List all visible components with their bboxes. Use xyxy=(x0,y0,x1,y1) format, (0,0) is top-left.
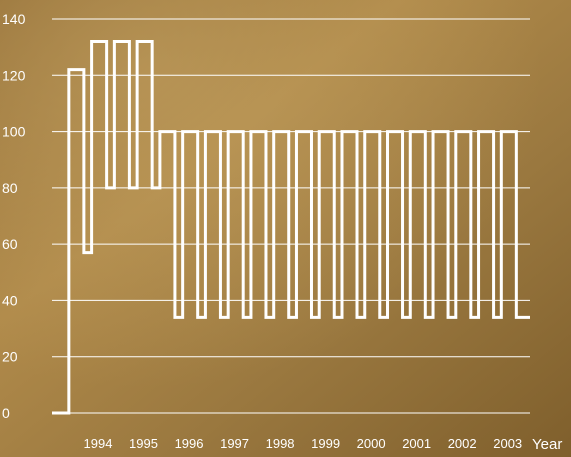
x-tick-label: 1997 xyxy=(220,436,249,451)
y-tick-label: 120 xyxy=(2,67,26,83)
x-tick-label: 2000 xyxy=(357,436,386,451)
x-axis-title: Year xyxy=(532,436,562,453)
x-tick-label: 1996 xyxy=(175,436,204,451)
y-tick-label: 100 xyxy=(2,124,26,140)
x-tick-label: 1994 xyxy=(84,436,113,451)
y-tick-label: 20 xyxy=(2,349,18,365)
y-tick-label: 60 xyxy=(2,236,18,252)
x-tick-label: 2003 xyxy=(493,436,522,451)
y-tick-label: 140 xyxy=(2,11,26,27)
x-tick-label: 2001 xyxy=(402,436,431,451)
series-line xyxy=(52,40,530,415)
x-tick-label: 2002 xyxy=(448,436,477,451)
y-tick-label: 80 xyxy=(2,180,18,196)
x-tick-label: 1999 xyxy=(311,436,340,451)
x-tick-label: 1998 xyxy=(266,436,295,451)
y-tick-label: 0 xyxy=(2,405,10,421)
y-tick-label: 40 xyxy=(2,292,18,308)
x-tick-label: 1995 xyxy=(129,436,158,451)
